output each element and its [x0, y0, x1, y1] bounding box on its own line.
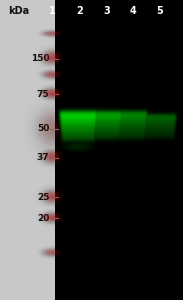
Text: 25: 25 [37, 193, 49, 202]
Text: 37: 37 [37, 153, 49, 162]
Text: 150: 150 [31, 54, 49, 63]
Text: 4: 4 [129, 6, 136, 16]
Text: 50: 50 [37, 124, 49, 134]
Text: 2: 2 [76, 6, 83, 16]
Bar [55, 0, 183, 300]
Text: 1: 1 [49, 6, 55, 16]
Text: 3: 3 [104, 6, 110, 16]
Bar [0, 0, 55, 300]
Text: 20: 20 [37, 214, 49, 223]
Text: kDa: kDa [8, 6, 29, 16]
Text: 5: 5 [156, 6, 163, 16]
Text: 75: 75 [37, 90, 49, 99]
